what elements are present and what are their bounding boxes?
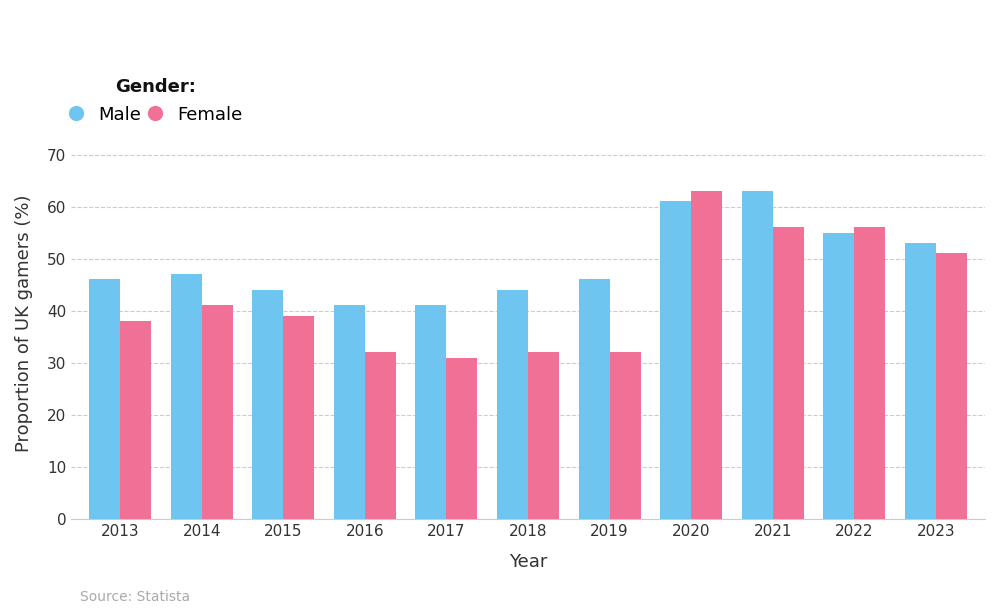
Bar bbox=[936, 253, 967, 519]
Bar bbox=[742, 191, 773, 519]
Bar bbox=[497, 290, 528, 519]
Bar bbox=[823, 232, 854, 519]
Bar bbox=[252, 290, 283, 519]
Bar bbox=[773, 228, 804, 519]
Bar bbox=[283, 316, 314, 519]
Bar bbox=[415, 306, 446, 519]
Bar bbox=[334, 306, 365, 519]
Bar bbox=[905, 243, 936, 519]
Bar bbox=[89, 279, 120, 519]
Bar bbox=[365, 353, 396, 519]
X-axis label: Year: Year bbox=[509, 553, 547, 570]
Bar bbox=[691, 191, 722, 519]
Legend: Male, Female: Male, Female bbox=[62, 71, 249, 131]
Bar bbox=[202, 306, 233, 519]
Bar bbox=[120, 321, 151, 519]
Bar bbox=[171, 274, 202, 519]
Bar bbox=[446, 357, 477, 519]
Bar bbox=[610, 353, 641, 519]
Text: Source: Statista: Source: Statista bbox=[80, 590, 190, 604]
Bar bbox=[579, 279, 610, 519]
Bar bbox=[660, 201, 691, 519]
Bar bbox=[854, 228, 885, 519]
Y-axis label: Proportion of UK gamers (%): Proportion of UK gamers (%) bbox=[15, 195, 33, 453]
Bar bbox=[528, 353, 559, 519]
